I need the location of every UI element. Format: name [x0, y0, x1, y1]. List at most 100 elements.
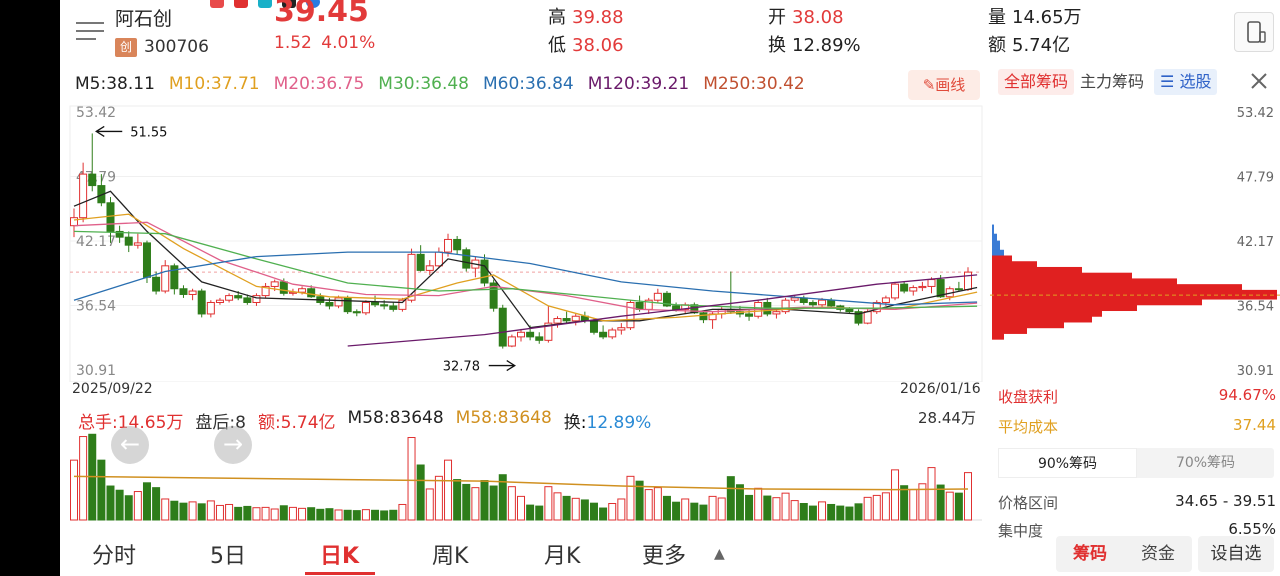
chip-price-tick: 47.79 — [1237, 171, 1274, 186]
volume-bar — [690, 502, 699, 521]
candle-body — [161, 265, 170, 292]
volume-bar — [325, 508, 334, 521]
candle — [772, 309, 781, 319]
ma-legend-item: M5:38.11 — [75, 74, 155, 94]
candle — [544, 305, 553, 343]
volume-bar — [142, 482, 151, 521]
volume-bar — [553, 492, 562, 521]
chip-bar — [992, 224, 994, 235]
period-tab[interactable]: 月K — [544, 544, 581, 569]
candle-body — [279, 281, 288, 294]
candle-body — [88, 173, 97, 187]
candle-body — [818, 299, 827, 306]
add-watchlist-button[interactable]: 设自选 — [1198, 536, 1274, 572]
candle-body — [535, 336, 544, 341]
price-range-row: 价格区间 34.65 - 39.51 — [998, 492, 1276, 512]
candle — [124, 231, 133, 253]
candle-body — [617, 327, 626, 331]
candle — [644, 297, 653, 314]
more-caret-icon[interactable]: ▲ — [714, 546, 725, 562]
stock-select-button[interactable]: ☰ 选股 — [1154, 69, 1218, 95]
y-tick-label: 30.91 — [76, 363, 116, 379]
app-shortcut-icons[interactable] — [210, 0, 320, 8]
draw-line-button[interactable]: ✎画线 — [908, 70, 980, 100]
period-tab[interactable]: 周K — [432, 544, 469, 569]
volume-bar — [672, 501, 681, 521]
candle — [225, 293, 234, 303]
candle-body — [900, 283, 909, 292]
volume-bar — [270, 508, 279, 521]
volume-bar — [489, 485, 498, 521]
candle-body — [745, 313, 754, 317]
volume-bar — [352, 510, 361, 521]
volume-bar — [599, 507, 608, 521]
candle-body — [653, 292, 662, 301]
period-tab[interactable]: 日K — [320, 544, 360, 569]
candle — [891, 281, 900, 301]
tab-90-chips[interactable]: 90%筹码 — [998, 448, 1137, 478]
volume-bar — [416, 464, 425, 521]
change-value: 1.52 — [274, 33, 312, 53]
ma-legend: M5:38.11 M10:37.71 M20:36.75 M30:36.48 M60:3… — [75, 74, 805, 94]
tab-70-chips[interactable]: 70%筹码 — [1175, 455, 1236, 471]
next-arrow-button[interactable]: → — [214, 426, 252, 464]
candle-body — [298, 288, 307, 293]
volume-bar — [617, 498, 626, 521]
volume-bar — [708, 495, 717, 521]
period-tab[interactable]: 5日 — [210, 544, 246, 569]
candle — [608, 327, 617, 340]
candle — [489, 279, 498, 312]
volume-bar — [927, 467, 936, 521]
volume-bar — [662, 495, 671, 521]
volume-bar — [215, 504, 224, 521]
candle-body — [225, 295, 234, 301]
candle — [480, 254, 489, 287]
period-tab[interactable]: 分时 — [92, 544, 137, 569]
chips-button[interactable]: 筹码 — [1073, 544, 1107, 564]
volume-bar — [79, 436, 88, 521]
candle — [763, 297, 772, 317]
candle — [88, 133, 97, 192]
volume-turnover: 换:12.89% — [563, 413, 652, 433]
candle-body — [599, 331, 608, 338]
candle-body — [854, 311, 863, 324]
tab-main-chips[interactable]: 主力筹码 — [1080, 72, 1145, 91]
close-icon[interactable] — [1250, 72, 1268, 90]
funds-button[interactable]: 资金 — [1141, 544, 1175, 564]
chip-price-tick: 36.54 — [1237, 300, 1274, 315]
low-annotation: 32.78 — [443, 360, 480, 375]
shortcut-icon — [234, 0, 248, 8]
chip-bar — [992, 307, 1102, 317]
volume-bar — [818, 501, 827, 521]
volume-bar — [909, 489, 918, 521]
candle — [453, 236, 462, 255]
candle — [872, 300, 881, 314]
candle-body — [498, 307, 507, 347]
landscape-toggle-button[interactable] — [1234, 12, 1274, 52]
candle — [854, 309, 863, 326]
volume-bar — [681, 498, 690, 521]
candle-body — [964, 271, 972, 291]
volume-bar — [954, 492, 963, 521]
volume-bar — [717, 497, 726, 521]
volume-bar — [380, 510, 389, 521]
volume-bar — [498, 474, 507, 521]
tab-all-chips[interactable]: 全部筹码 — [998, 69, 1075, 95]
ma-line-m5 — [73, 190, 978, 329]
volume-total: 总手:14.65万 — [78, 413, 184, 433]
volume-bar — [964, 472, 972, 521]
chip-bar — [992, 249, 1004, 260]
menu-icon[interactable] — [76, 20, 104, 42]
volume-max-label: 28.44万 — [918, 409, 976, 427]
ma-legend-item: M60:36.84 — [483, 74, 574, 94]
period-tab[interactable]: 更多 — [642, 544, 687, 569]
candle — [215, 297, 224, 305]
prev-arrow-button[interactable]: ← — [111, 426, 149, 464]
candle-body — [863, 311, 872, 324]
high-annotation: 51.55 — [130, 125, 167, 140]
candle — [562, 311, 571, 324]
low-arrow-icon — [488, 360, 516, 372]
volume-bar — [900, 485, 909, 521]
volume-bar — [434, 475, 443, 521]
